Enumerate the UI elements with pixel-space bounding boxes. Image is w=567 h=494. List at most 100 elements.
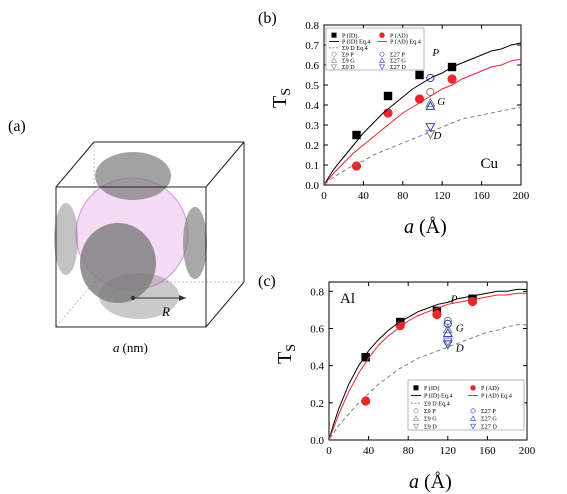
legend-marker-id: [331, 32, 337, 38]
data-point-2-0: [426, 87, 435, 97]
data-point-7-0: [425, 123, 436, 133]
fit-curve-8: [329, 288, 527, 437]
legend-label-d_fit: Σ9 D Eq.4: [424, 400, 450, 407]
legend-label-s27g: Σ27 G: [481, 416, 497, 423]
legend-label-s9g: Σ9 G: [342, 58, 355, 65]
data-point-0-2: [415, 70, 424, 80]
data-point-1-1: [383, 108, 393, 118]
legend-label-ad: P (AD): [390, 32, 408, 39]
legend-label-id: P (ID): [342, 32, 357, 39]
data-point-3-0: [442, 324, 453, 334]
legend-marker-s27g: [469, 415, 477, 421]
y-tick-label: 0.5: [305, 80, 319, 92]
x-tick-label: 160: [473, 190, 490, 202]
x-tick-label: 40: [358, 190, 370, 202]
y-tick-label: 0.6: [310, 323, 324, 335]
data-point-0-0: [361, 353, 370, 362]
y-tick-label: 0.8: [305, 20, 319, 32]
panel-c-label: (c): [258, 273, 276, 290]
legend-marker-s9p: [331, 51, 337, 57]
x-axis-label: a (Å): [409, 471, 452, 493]
legend-label-id: P (ID): [424, 385, 439, 392]
legend-marker-s27p: [379, 51, 385, 57]
legend-label-ad: P (AD): [481, 385, 499, 392]
y-tick-label: 0.0: [305, 180, 319, 192]
annotation-label: G: [456, 322, 464, 334]
legend-label-s27d: Σ27 D: [481, 423, 497, 430]
fit-curve-10: [329, 324, 527, 439]
data-point-1-2: [432, 309, 442, 320]
data-point-1-3: [467, 296, 478, 307]
fit-curve-8: [324, 42, 522, 184]
element-label: Cu: [480, 156, 498, 172]
legend-label-s9g: Σ9 G: [424, 416, 437, 423]
legend-label-s27p: Σ27 P: [481, 408, 496, 415]
y-axis-label: TS: [274, 344, 299, 364]
data-point-6-0: [425, 100, 436, 110]
legend-label-d_fit: Σ9 D Eq.4: [342, 45, 368, 52]
x-tick-label: 40: [363, 445, 375, 457]
panel-a-label: (a): [8, 118, 26, 135]
legend-label-s27g: Σ27 G: [390, 58, 406, 65]
y-axis-label: TS: [269, 88, 294, 108]
data-point-7-0: [442, 340, 453, 350]
legend-marker-ad: [379, 32, 385, 38]
legend-label-s9p: Σ9 P: [342, 51, 354, 58]
annotation-label: D: [432, 130, 441, 142]
y-tick-label: 0.3: [305, 120, 319, 132]
legend-marker-s9d: [412, 423, 420, 430]
fit-curve-9: [324, 58, 522, 184]
legend-label-s27d: Σ27 D: [390, 64, 406, 71]
data-point-1-0: [351, 161, 362, 171]
legend-marker-s27p: [470, 408, 476, 414]
legend-label-ad_fit: P (AD) Eq.4: [390, 39, 421, 46]
x-tick-label: 80: [397, 190, 409, 202]
legend-marker-id: [413, 385, 419, 391]
y-tick-label: 0.4: [305, 100, 319, 112]
legend-label-id_fit: P (ID) Eq.4: [424, 393, 452, 400]
y-tick-label: 0.4: [310, 361, 324, 373]
data-point-3-0: [425, 97, 436, 107]
data-point-4-0: [442, 337, 453, 347]
data-point-5-0: [443, 319, 452, 328]
y-tick-label: 0.2: [305, 140, 319, 152]
annotation-label: D: [455, 343, 464, 355]
disk-left: [54, 203, 78, 275]
radius-label: R: [161, 304, 170, 319]
legend-marker-s27d: [378, 64, 386, 70]
y-tick-label: 0.1: [305, 160, 319, 172]
y-tick-label: 0.2: [310, 398, 324, 410]
legend-label-s9d: Σ9 D: [342, 64, 355, 71]
legend-marker-s9g: [330, 57, 338, 63]
plot-frame: [328, 281, 528, 441]
x-tick-label: 120: [440, 445, 457, 457]
x-tick-label: 0: [321, 190, 327, 202]
panel-c: (c) 0 40 80 120 160 200 0.0 0.2 0.4 0.6 0.8 TS a (Å) A…: [258, 273, 536, 493]
fit-curve-10: [324, 106, 522, 185]
data-point-0-1: [383, 91, 393, 101]
legend-marker-s9g: [412, 415, 420, 421]
panel-a: (a): [8, 118, 245, 355]
legend-marker-s27d: [469, 423, 477, 430]
legend-label-s9p: Σ9 P: [424, 408, 436, 415]
x-tick-label: 200: [513, 190, 530, 202]
annotation-label: P: [450, 293, 458, 305]
contact-disks: [54, 152, 207, 319]
legend-box: [325, 27, 425, 71]
x-axis-label: a (Å): [404, 216, 447, 238]
disk-top: [95, 152, 171, 200]
y-tick-label: 0.8: [310, 286, 324, 298]
panel-b: (b) 0 40 80 120 160 2000.00.10.20.30.40.50.60…: [258, 10, 530, 238]
x-tick-label: 120: [434, 190, 451, 202]
annotation-label: G: [437, 96, 445, 108]
data-point-0-0: [352, 130, 361, 140]
annotation-label: P: [431, 47, 439, 59]
y-tick-label: 0.7: [305, 40, 319, 52]
legend-marker-s9d: [330, 64, 338, 70]
legend-label-id_fit: P (ID) Eq.4: [342, 39, 370, 46]
legend-label-s27p: Σ27 P: [390, 51, 405, 58]
disk-right: [183, 207, 207, 279]
chart-al: 0 40 80 120 160 200 0.0 0.2 0.4 0.6 0.8 TS a (Å) Al P GD…: [274, 281, 536, 493]
legend-marker-ad: [470, 385, 476, 391]
legend-label-s9d: Σ9 D: [424, 423, 437, 430]
